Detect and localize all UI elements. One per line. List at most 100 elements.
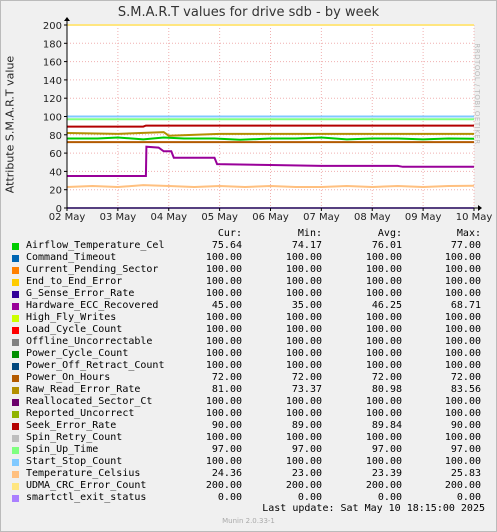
legend-value-cur: 75.64 (211, 240, 242, 251)
legend-value-max: 100.00 (444, 408, 481, 419)
legend-value-cur: 100.00 (205, 264, 242, 275)
x-tick-label: 08 May (354, 212, 391, 223)
y-tick-label: 100 (43, 113, 62, 124)
legend-row: Load_Cycle_Count 100.00 100.00 100.00 100.00 (12, 324, 492, 336)
legend-value-avg: 100.00 (365, 336, 402, 347)
legend-value-min: 100.00 (285, 252, 322, 263)
legend-value-cur: 100.00 (205, 432, 242, 443)
legend-value-cur: 100.00 (205, 288, 242, 299)
legend-value-avg: 97.00 (371, 444, 402, 455)
legend-value-cur: 100.00 (205, 396, 242, 407)
legend-value-avg: 100.00 (365, 288, 402, 299)
legend-row: High_Fly_Writes 100.00 100.00 100.00 100.00 (12, 312, 492, 324)
x-tick-label: 02 May (49, 212, 86, 223)
legend-series-name: Reallocated_Sector_Ct (26, 396, 153, 407)
legend-swatch (12, 483, 19, 490)
legend-value-avg: 100.00 (365, 432, 402, 443)
legend-value-avg: 100.00 (365, 252, 402, 263)
y-tick-label: 20 (49, 186, 62, 197)
legend-series-name: Load_Cycle_Count (26, 324, 123, 335)
legend-swatch (12, 375, 19, 382)
legend-swatch (12, 351, 19, 358)
legend-value-min: 73.37 (291, 384, 322, 395)
legend-value-avg: 200.00 (365, 480, 402, 491)
legend-value-cur: 90.00 (211, 420, 242, 431)
legend-value-min: 100.00 (285, 456, 322, 467)
legend-value-avg: 100.00 (365, 264, 402, 275)
legend-series-name: Power_Off_Retract_Count (26, 360, 165, 371)
legend-value-avg: 80.98 (371, 384, 402, 395)
legend-series-name: Command_Timeout (26, 252, 117, 263)
legend-value-max: 100.00 (444, 348, 481, 359)
x-tick-label: 03 May (100, 212, 137, 223)
legend-swatch (12, 471, 19, 478)
legend-series-name: Temperature_Celsius (26, 468, 141, 479)
legend-value-avg: 100.00 (365, 360, 402, 371)
legend-value-min: 100.00 (285, 360, 322, 371)
legend-value-max: 100.00 (444, 312, 481, 323)
legend-value-min: 100.00 (285, 432, 322, 443)
legend-value-avg: 100.00 (365, 324, 402, 335)
legend-value-min: 100.00 (285, 348, 322, 359)
legend-value-max: 100.00 (444, 288, 481, 299)
legend-value-cur: 100.00 (205, 324, 242, 335)
legend-value-avg: 89.84 (371, 420, 402, 431)
legend-value-cur: 0.00 (217, 492, 242, 503)
legend-value-max: 77.00 (450, 240, 481, 251)
legend-value-avg: 23.39 (371, 468, 402, 479)
legend-row: End_to_End_Error 100.00 100.00 100.00 100.00 (12, 276, 492, 288)
legend-row: G_Sense_Error_Rate 100.00 100.00 100.00 100.… (12, 288, 492, 300)
legend-value-avg: 100.00 (365, 312, 402, 323)
legend-row: Spin_Retry_Count 100.00 100.00 100.00 100.00 (12, 432, 492, 444)
legend-series-name: End_to_End_Error (26, 276, 123, 287)
legend-swatch (12, 291, 19, 298)
x-tick-label: 06 May (252, 212, 289, 223)
legend-value-cur: 24.36 (211, 468, 242, 479)
legend-series-name: Current_Pending_Sector (26, 264, 159, 275)
legend-row: Airflow_Temperature_Cel 75.64 74.17 76.01 77… (12, 240, 492, 252)
x-tick-label: 07 May (303, 212, 340, 223)
legend-value-min: 100.00 (285, 324, 322, 335)
legend-swatch (12, 339, 19, 346)
legend-swatch (12, 411, 19, 418)
legend-swatch (12, 327, 19, 334)
legend-value-max: 97.00 (450, 444, 481, 455)
legend-value-avg: 100.00 (365, 348, 402, 359)
x-tick-label: 10 May (456, 212, 493, 223)
legend-value-max: 83.56 (450, 384, 481, 395)
legend-swatch (12, 459, 19, 466)
legend-value-cur: 100.00 (205, 312, 242, 323)
legend-value-max: 100.00 (444, 252, 481, 263)
legend-series-name: Start_Stop_Count (26, 456, 123, 467)
legend-value-min: 0.00 (297, 492, 322, 503)
legend-value-cur: 100.00 (205, 276, 242, 287)
legend-swatch (12, 447, 19, 454)
legend-series-name: Reported_Uncorrect (26, 408, 135, 419)
legend-series-name: Airflow_Temperature_Cel (26, 240, 165, 251)
legend-value-min: 100.00 (285, 408, 322, 419)
chart-plot-area: 0 20 40 60 80 100 120 140 160 180 200 02 May 03 May 0… (43, 17, 493, 223)
legend-row: Raw_Read_Error_Rate 81.00 73.37 80.98 83.56 (12, 384, 492, 396)
y-tick-label: 0 (56, 204, 62, 215)
legend-header-row: Cur: Min: Avg: Max: (12, 228, 492, 240)
legend-row: Spin_Up_Time 97.00 97.00 97.00 97.00 (12, 444, 492, 456)
legend-row: Temperature_Celsius 24.36 23.00 23.39 25.83 (12, 468, 492, 480)
legend-value-min: 100.00 (285, 396, 322, 407)
legend-series-name: Spin_Retry_Count (26, 432, 123, 443)
munin-version: Munin 2.0.33-1 (222, 517, 275, 525)
legend-series-name: Power_On_Hours (26, 372, 111, 383)
x-axis-arrow (478, 205, 482, 211)
legend-series-name: Offline_Uncorrectable (26, 336, 153, 347)
legend-swatch (12, 303, 19, 310)
legend-value-cur: 97.00 (211, 444, 242, 455)
legend-value-min: 89.00 (291, 420, 322, 431)
series-line-seek-error-rate (67, 124, 474, 128)
y-tick-label: 60 (49, 149, 62, 160)
y-tick-label: 40 (49, 167, 62, 178)
legend-swatch (12, 435, 19, 442)
legend-value-min: 100.00 (285, 312, 322, 323)
legend-value-max: 100.00 (444, 336, 481, 347)
legend-row: Reallocated_Sector_Ct 100.00 100.00 100.00 1… (12, 396, 492, 408)
legend-value-min: 100.00 (285, 336, 322, 347)
legend-swatch (12, 267, 19, 274)
